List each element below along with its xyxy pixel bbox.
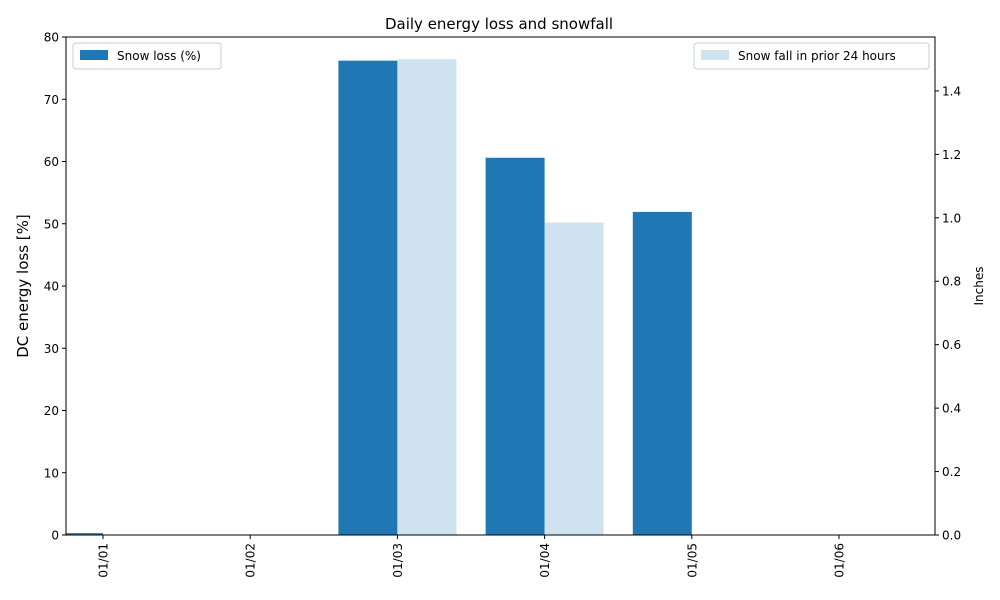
- x-tick-label: 01/03: [391, 543, 405, 578]
- y-tick-label: 40: [44, 280, 59, 294]
- legend-snowfall: Snow fall in prior 24 hours: [693, 42, 930, 70]
- legend-swatch: [701, 50, 729, 60]
- x-tick-label: 01/04: [538, 543, 552, 578]
- y2-tick-label: 1.2: [942, 148, 961, 162]
- chart-title: Daily energy loss and snowfall: [385, 15, 613, 33]
- y2-tick-label: 1.4: [942, 84, 961, 98]
- y2-tick-label: 0.6: [942, 338, 961, 352]
- legend-snow-loss: Snow loss (%): [72, 42, 222, 70]
- bars-layer: [66, 59, 692, 535]
- y-tick-label: 10: [44, 466, 59, 480]
- y2-tick-label: 0.0: [942, 529, 961, 543]
- plot-frame: [65, 36, 936, 536]
- bar-snow-loss: [338, 60, 398, 535]
- bar-snowfall: [544, 222, 604, 535]
- legend-box: [72, 42, 222, 70]
- right-axis: 0.0 0.2 0.4 0.6 0.8 1.0 1.2 1.4: [935, 84, 961, 543]
- y-tick-label: 70: [44, 93, 59, 107]
- y-tick-label: 30: [44, 342, 59, 356]
- y2-tick-label: 0.2: [942, 465, 961, 479]
- legend-label: Snow loss (%): [117, 49, 201, 63]
- x-tick-label: 01/01: [97, 543, 111, 578]
- x-tick-label: 01/05: [685, 543, 699, 578]
- y2-tick-label: 0.4: [942, 402, 961, 416]
- y-tick-label: 50: [44, 217, 59, 231]
- y-tick-label: 80: [44, 31, 59, 45]
- y-axis-label: DC energy loss [%]: [14, 214, 32, 358]
- bar-snow-loss: [66, 533, 103, 535]
- x-axis: 01/01 01/02 01/03 01/04 01/05 01/06: [97, 535, 847, 578]
- bar-snow-loss: [632, 211, 692, 535]
- left-axis: 0 10 20 30 40 50 60 70 80: [44, 31, 66, 543]
- x-tick-label: 01/02: [244, 543, 258, 578]
- legend-swatch: [80, 50, 108, 60]
- y2-axis-label: Inches: [972, 267, 986, 306]
- y2-tick-label: 1.0: [942, 211, 961, 225]
- y-tick-label: 60: [44, 155, 59, 169]
- bar-snow-loss: [485, 157, 545, 535]
- y-tick-label: 20: [44, 404, 59, 418]
- y-tick-label: 0: [51, 529, 59, 543]
- y2-tick-label: 0.8: [942, 275, 961, 289]
- legend-label: Snow fall in prior 24 hours: [738, 49, 896, 63]
- legend-box: [693, 42, 930, 70]
- bar-snowfall: [397, 59, 457, 535]
- x-tick-label: 01/06: [833, 543, 847, 578]
